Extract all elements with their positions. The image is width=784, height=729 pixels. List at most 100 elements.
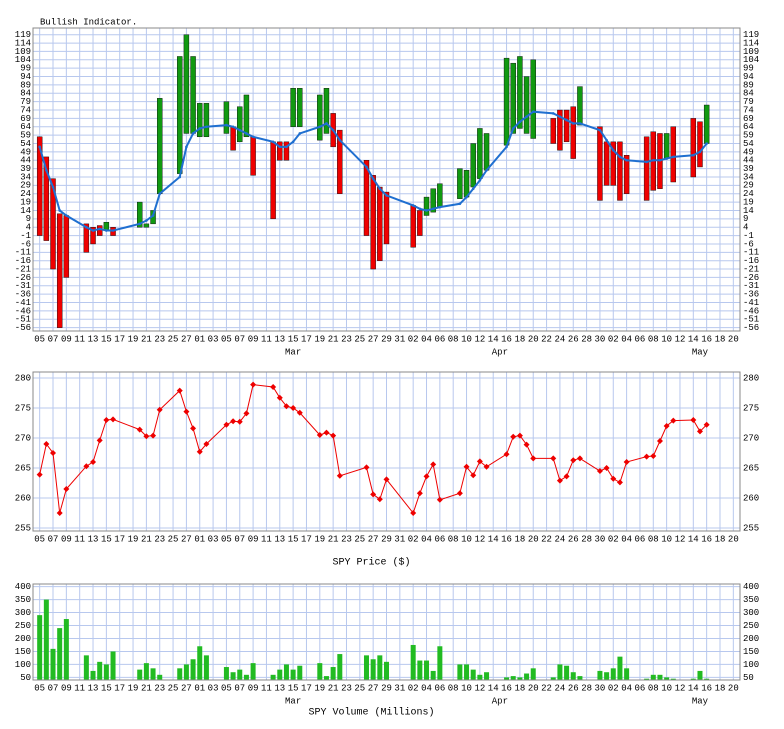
indicator-point — [571, 122, 575, 125]
x-tick-label: 13 — [88, 334, 99, 344]
bar — [96, 225, 103, 236]
x-tick-label: 04 — [621, 334, 632, 344]
price-point — [576, 455, 583, 462]
bar — [50, 178, 56, 270]
y-tick-label-right: 84 — [743, 89, 754, 99]
y-tick-label: 49 — [20, 147, 31, 157]
indicator-point — [558, 115, 562, 119]
x-tick-label: 11 — [261, 334, 272, 344]
y-tick-label: 280 — [15, 373, 31, 383]
volume-bar — [657, 674, 663, 680]
x-tick-label: 05 — [34, 534, 45, 544]
y-tick-label-right: 270 — [743, 433, 759, 443]
price-point — [156, 406, 163, 413]
x-tick-label: 09 — [248, 683, 259, 693]
y-tick-label: 39 — [20, 164, 31, 174]
price-point — [363, 464, 370, 471]
bar — [297, 88, 303, 127]
volume-bar — [323, 676, 329, 680]
volume-bar — [484, 672, 490, 680]
bar — [337, 129, 343, 194]
y-tick-label-right: -36 — [743, 290, 759, 300]
price-point — [383, 476, 390, 483]
x-tick-label: 02 — [608, 534, 619, 544]
x-tick-label: 01 — [194, 334, 205, 344]
x-tick-label: 10 — [461, 534, 472, 544]
y-tick-label-right: 250 — [743, 621, 759, 631]
x-tick-label: 24 — [555, 683, 566, 693]
x-tick-label: 11 — [74, 334, 85, 344]
x-tick-label: 06 — [434, 683, 445, 693]
y-tick-label: -56 — [15, 323, 31, 333]
y-tick-label-right: 150 — [743, 647, 759, 657]
x-tick-label: 10 — [461, 334, 472, 344]
indicator-point — [185, 145, 188, 149]
bar — [643, 136, 650, 201]
indicator-point — [85, 225, 88, 229]
volume-bar — [424, 660, 430, 680]
y-tick-label-right: 99 — [743, 64, 754, 74]
y-tick-label-right: -21 — [743, 264, 759, 274]
volume-bar — [43, 599, 49, 680]
y-tick-label-right: -6 — [743, 239, 754, 249]
indicator-point — [45, 168, 48, 172]
y-tick-label-right: 280 — [743, 373, 759, 383]
volume-bar — [504, 677, 510, 680]
x-tick-label: 19 — [314, 334, 325, 344]
x-tick-label: 15 — [288, 534, 299, 544]
y-tick-label-right: 300 — [743, 608, 759, 618]
x-tick-label: 27 — [368, 334, 379, 344]
x-tick-label: 20 — [728, 534, 739, 544]
bar — [623, 155, 630, 194]
indicator-point — [278, 145, 282, 149]
x-tick-label: 13 — [274, 534, 285, 544]
volume-bar — [337, 654, 343, 680]
y-tick-label-right: -46 — [743, 306, 759, 316]
volume-bar — [384, 661, 389, 680]
indicator-point — [91, 229, 95, 232]
x-tick-label: 24 — [555, 334, 566, 344]
indicator-point — [625, 158, 628, 162]
volume-bar — [290, 669, 296, 680]
month-label: Apr — [492, 347, 508, 357]
x-tick-label: 18 — [514, 534, 525, 544]
y-tick-label-right: 39 — [743, 164, 754, 174]
price-point — [610, 475, 617, 482]
y-tick-label: 29 — [20, 181, 31, 191]
price-point — [143, 433, 150, 440]
x-tick-label: 28 — [581, 334, 592, 344]
x-tick-label: 15 — [288, 334, 299, 344]
y-tick-label: 99 — [20, 64, 31, 74]
x-tick-label: 21 — [328, 683, 339, 693]
y-tick-label-right: 350 — [743, 595, 759, 605]
x-tick-label: 30 — [595, 534, 606, 544]
price-point — [476, 458, 483, 465]
volume-bar — [203, 655, 209, 680]
bar — [290, 88, 296, 127]
x-tick-label: 14 — [488, 683, 499, 693]
x-tick-label: 23 — [154, 683, 165, 693]
y-tick-label-right: 14 — [743, 206, 754, 216]
y-tick-label: 94 — [20, 72, 31, 82]
volume-bar — [437, 646, 443, 680]
indicator-point — [198, 127, 202, 130]
indicator-point — [651, 158, 655, 162]
x-tick-label: 20 — [728, 334, 739, 344]
x-tick-label: 02 — [608, 683, 619, 693]
x-tick-label: 04 — [621, 534, 632, 544]
x-tick-label: 17 — [301, 334, 312, 344]
volume-bar — [183, 664, 189, 680]
x-tick-label: 07 — [48, 534, 59, 544]
price-point — [556, 477, 563, 484]
volume-bar — [237, 669, 243, 680]
y-tick-label-right: 54 — [743, 139, 754, 149]
bar — [470, 143, 476, 188]
indicator-point — [331, 128, 335, 132]
y-tick-label-right: -26 — [743, 273, 759, 283]
y-tick-label-right: 4 — [743, 223, 748, 233]
volume-bar — [277, 669, 283, 680]
indicator-point — [251, 135, 255, 139]
price-point — [230, 418, 237, 425]
y-tick-label: 9 — [26, 214, 31, 224]
x-tick-label: 27 — [368, 534, 379, 544]
